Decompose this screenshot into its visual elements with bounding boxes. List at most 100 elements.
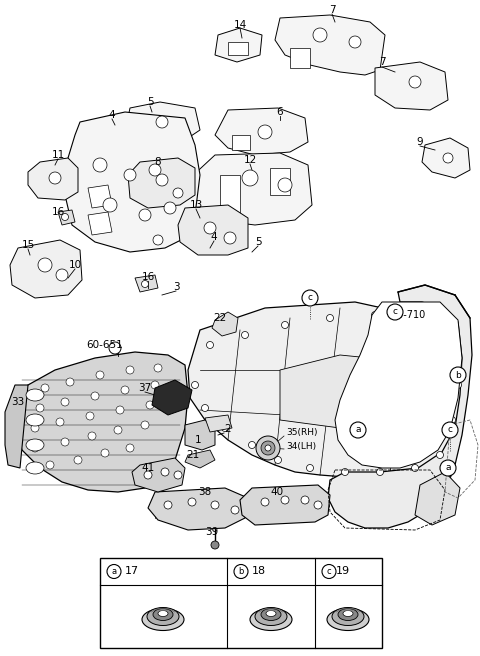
Polygon shape [135,275,158,292]
Circle shape [376,468,384,476]
Text: 4: 4 [108,110,115,120]
Polygon shape [58,210,75,225]
Ellipse shape [266,611,276,617]
Circle shape [114,426,122,434]
Circle shape [281,321,288,329]
Ellipse shape [261,609,281,621]
Circle shape [442,422,458,438]
Circle shape [96,371,104,379]
Polygon shape [335,302,462,468]
Circle shape [93,158,107,172]
Text: 2: 2 [225,424,231,434]
Ellipse shape [250,609,292,630]
Polygon shape [10,240,82,298]
Circle shape [275,457,281,464]
Circle shape [61,213,69,220]
Circle shape [450,367,466,383]
Circle shape [202,405,208,411]
Text: a: a [355,426,361,434]
Circle shape [66,378,74,386]
Circle shape [302,290,318,306]
Polygon shape [65,112,200,252]
Polygon shape [125,102,200,142]
Ellipse shape [26,439,44,451]
Text: 41: 41 [142,463,155,473]
Circle shape [278,178,292,192]
Ellipse shape [153,609,173,621]
Circle shape [261,441,275,455]
Text: 37: 37 [138,383,152,393]
Polygon shape [212,312,238,336]
Text: 7: 7 [329,5,336,15]
Text: 35(RH): 35(RH) [286,428,317,436]
Text: c: c [327,567,331,576]
Text: 13: 13 [190,200,203,210]
Circle shape [314,501,322,509]
Circle shape [74,456,82,464]
Circle shape [164,501,172,509]
Polygon shape [188,153,312,225]
Text: 6: 6 [276,107,283,117]
Polygon shape [328,285,472,528]
Circle shape [341,468,348,476]
Circle shape [301,496,309,504]
Polygon shape [132,458,185,492]
Circle shape [86,412,94,420]
Circle shape [126,444,134,452]
Text: b: b [238,567,244,576]
Text: 5: 5 [255,237,261,247]
Polygon shape [415,472,460,525]
Circle shape [109,342,121,354]
Polygon shape [220,175,240,215]
Text: 18: 18 [252,567,266,577]
Text: a: a [445,464,451,472]
Polygon shape [128,158,195,208]
FancyBboxPatch shape [100,558,382,648]
Text: 39: 39 [205,527,218,537]
Circle shape [211,501,219,509]
Circle shape [156,116,168,128]
Ellipse shape [343,611,353,617]
Circle shape [149,164,161,176]
Circle shape [56,269,68,281]
Text: 34(LH): 34(LH) [286,443,316,451]
Polygon shape [232,135,250,150]
Circle shape [126,366,134,374]
Circle shape [139,209,151,221]
Text: 12: 12 [243,155,257,165]
Ellipse shape [255,607,287,626]
Text: 60-710: 60-710 [391,310,425,320]
Text: 11: 11 [51,150,65,160]
Ellipse shape [332,607,364,626]
Circle shape [116,406,124,414]
Circle shape [448,417,456,424]
Circle shape [156,174,168,186]
Text: c: c [393,308,397,316]
Polygon shape [5,385,28,468]
Circle shape [121,386,129,394]
Polygon shape [422,138,470,178]
Ellipse shape [142,609,184,630]
Text: 10: 10 [69,260,82,270]
Text: 1: 1 [195,435,201,445]
Circle shape [49,172,61,184]
Text: 14: 14 [233,20,247,30]
Circle shape [174,471,182,479]
Circle shape [261,498,269,506]
Circle shape [265,445,271,451]
Polygon shape [240,485,330,525]
Ellipse shape [147,607,179,626]
Circle shape [31,424,39,432]
Circle shape [61,438,69,446]
Polygon shape [185,450,215,468]
Polygon shape [88,212,112,235]
Text: 19: 19 [336,567,350,577]
Polygon shape [148,488,248,530]
Circle shape [258,125,272,139]
Circle shape [36,404,44,412]
Polygon shape [280,355,395,428]
Circle shape [56,418,64,426]
Circle shape [124,169,136,181]
Text: 60-651: 60-651 [86,340,123,350]
Text: a: a [111,567,117,576]
